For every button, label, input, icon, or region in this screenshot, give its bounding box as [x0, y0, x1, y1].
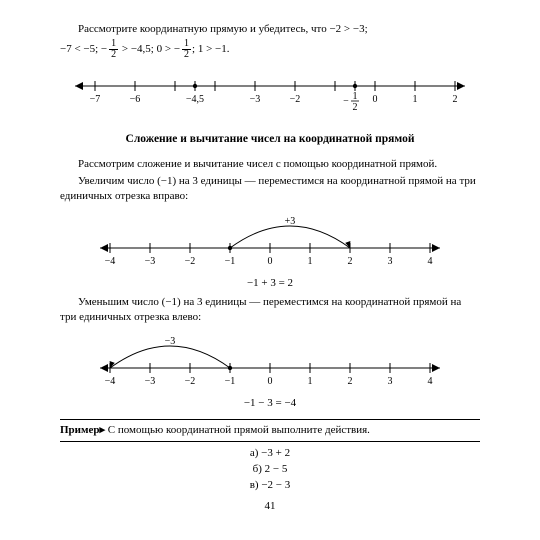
body-p3: Уменьшим число (−1) на 3 единицы — перем… [60, 295, 480, 325]
svg-text:4: 4 [428, 376, 433, 387]
svg-text:2: 2 [348, 256, 353, 267]
section-title: Сложение и вычитание чисел на координатн… [60, 132, 480, 148]
svg-text:−7: −7 [90, 94, 101, 105]
equation-3: −1 − 3 = −4 [60, 396, 480, 411]
svg-text:1: 1 [308, 376, 313, 387]
svg-text:2: 2 [348, 376, 353, 387]
svg-text:0: 0 [268, 256, 273, 267]
svg-text:−3: −3 [145, 256, 156, 267]
svg-text:1: 1 [353, 91, 358, 102]
svg-text:3: 3 [388, 256, 393, 267]
svg-text:−3: −3 [250, 94, 261, 105]
svg-text:2: 2 [453, 94, 458, 105]
svg-text:−3: −3 [145, 376, 156, 387]
frac-neg-half-2: 12 [182, 39, 191, 60]
svg-text:−4,5: −4,5 [186, 94, 204, 105]
example-item-c: в) −2 − 3 [60, 478, 480, 493]
svg-text:−4: −4 [105, 256, 116, 267]
number-line-2: −4 −3 −2 −1 0 1 2 3 4 +3 [60, 212, 480, 268]
svg-text:−1: −1 [225, 256, 236, 267]
svg-text:−4: −4 [105, 376, 116, 387]
svg-text:2: 2 [353, 102, 358, 113]
intro-para: Рассмотрите координатную прямую и убедит… [60, 22, 480, 37]
intro-text-1: Рассмотрите координатную прямую и убедит… [78, 23, 368, 35]
body-p1: Рассмотрим сложение и вычитание чисел с … [60, 157, 480, 172]
svg-text:−: − [343, 96, 349, 107]
svg-text:3: 3 [388, 376, 393, 387]
svg-text:−6: −6 [130, 94, 141, 105]
svg-text:+3: +3 [285, 216, 296, 227]
example-item-b: б) 2 − 5 [60, 462, 480, 477]
svg-text:1: 1 [308, 256, 313, 267]
svg-text:−2: −2 [290, 94, 301, 105]
equation-2: −1 + 3 = 2 [60, 276, 480, 291]
svg-text:4: 4 [428, 256, 433, 267]
svg-text:0: 0 [373, 94, 378, 105]
svg-text:−3: −3 [165, 336, 176, 347]
page-number: 41 [60, 499, 480, 514]
svg-text:−2: −2 [185, 256, 196, 267]
svg-text:−2: −2 [185, 376, 196, 387]
number-line-3: −4 −3 −2 −1 0 1 2 3 4 −3 [60, 332, 480, 388]
example-items: а) −3 + 2 б) 2 − 5 в) −2 − 3 [60, 446, 480, 493]
svg-text:−1: −1 [225, 376, 236, 387]
intro-para-2: −7 < −5; −12 > −4,5; 0 > −12; 1 > −1. [60, 39, 480, 60]
example-row: Пример▸ С помощью координатной прямой вы… [60, 419, 480, 442]
body-p2: Увеличим число (−1) на 3 единицы — перем… [60, 174, 480, 204]
example-text: С помощью координатной прямой выполните … [105, 424, 370, 436]
svg-text:0: 0 [268, 376, 273, 387]
svg-text:1: 1 [413, 94, 418, 105]
example-item-a: а) −3 + 2 [60, 446, 480, 461]
frac-neg-half: 12 [109, 39, 118, 60]
example-lead: Пример▸ [60, 424, 105, 436]
number-line-1: −7−6−4,5−3−2−12012 [60, 68, 480, 118]
